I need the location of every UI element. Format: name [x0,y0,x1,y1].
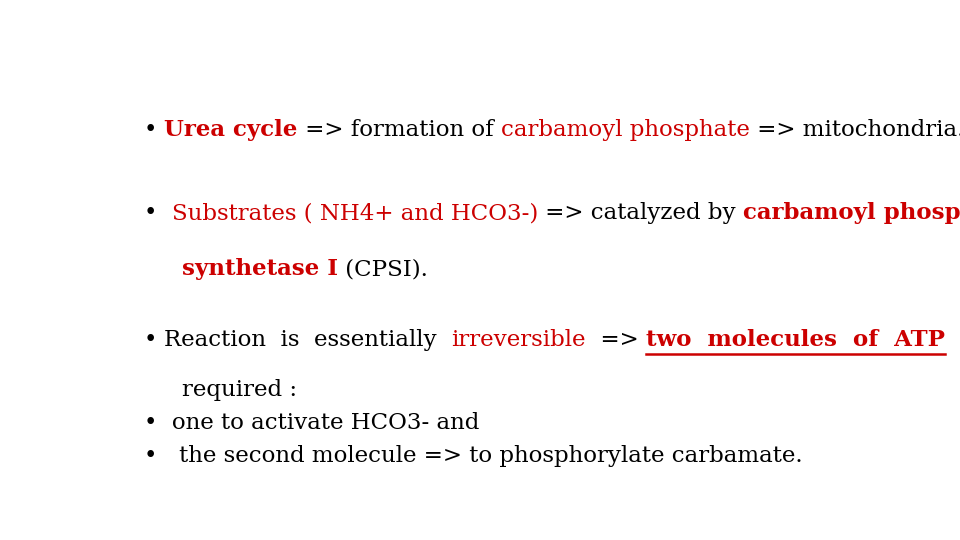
Text: => catalyzed by: => catalyzed by [538,202,743,224]
Text: are: are [945,329,960,351]
Text: •   the second molecule => to phosphorylate carbamate.: • the second molecule => to phosphorylat… [144,446,803,467]
Text: required :: required : [181,379,297,401]
Text: =>: => [586,329,646,351]
Text: carbamoyl phosphate: carbamoyl phosphate [743,202,960,224]
Text: •  one to activate HCO3- and: • one to activate HCO3- and [144,412,479,434]
Text: => mitochondria.: => mitochondria. [750,119,960,141]
Text: Urea cycle: Urea cycle [164,119,298,141]
Text: •: • [144,202,172,224]
Text: Substrates ( NH4+ and HCO3-): Substrates ( NH4+ and HCO3-) [172,202,538,224]
Text: two  molecules  of  ATP: two molecules of ATP [646,329,945,351]
Text: •: • [144,329,164,351]
Text: carbamoyl phosphate: carbamoyl phosphate [501,119,750,141]
Text: irreversible: irreversible [451,329,586,351]
Text: •: • [144,119,164,141]
Text: Reaction  is  essentially: Reaction is essentially [164,329,451,351]
Text: => formation of: => formation of [298,119,501,141]
Text: (CPSI).: (CPSI). [338,258,427,280]
Text: synthetase I: synthetase I [181,258,338,280]
